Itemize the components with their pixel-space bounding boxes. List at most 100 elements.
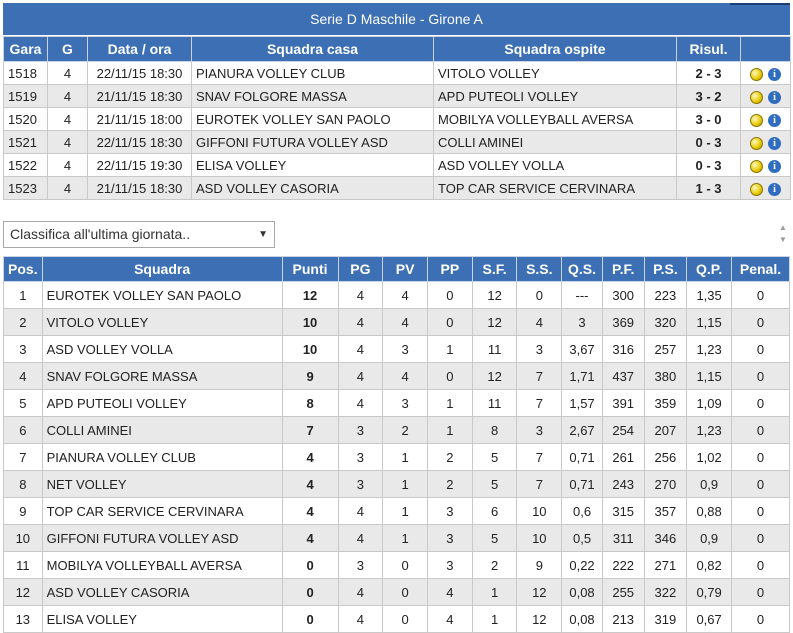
standings-points-for: 369 xyxy=(601,308,645,336)
standings-point-ratio: 1,09 xyxy=(686,389,732,417)
col-ss: S.S. xyxy=(516,256,563,282)
standings-points-against: 359 xyxy=(643,389,688,417)
standings-points-against: 357 xyxy=(643,497,688,525)
info-icon[interactable]: i xyxy=(768,90,781,104)
standings-header-row: Pos. Squadra Punti PG PV PP S.F. S.S. Q.S. P.F. P.… xyxy=(3,256,791,282)
standings-point-ratio: 0,9 xyxy=(686,524,732,552)
scroll-arrows[interactable]: ▲ ▼ xyxy=(775,222,791,248)
standings-view-select[interactable]: Classifica all'ultima giornata.. ▼ xyxy=(3,221,275,248)
standings-points-against: 207 xyxy=(643,416,688,444)
standings-set-ratio: 0,71 xyxy=(561,443,603,471)
standings-played: 4 xyxy=(337,308,384,336)
volleyball-icon[interactable] xyxy=(750,113,763,127)
standings-point-ratio: 0,79 xyxy=(686,578,732,606)
match-home-team: ELISA VOLLEY xyxy=(191,153,434,177)
standings-played: 3 xyxy=(337,470,384,498)
standings-pos: 1 xyxy=(3,281,43,309)
standings-sets-won: 5 xyxy=(471,470,518,498)
standings-point-ratio: 1,15 xyxy=(686,308,732,336)
scroll-up-icon[interactable]: ▲ xyxy=(779,223,787,232)
match-result: 3 - 0 xyxy=(676,107,741,131)
col-ps: P.S. xyxy=(643,256,688,282)
standings-sets-won: 2 xyxy=(471,551,518,579)
match-gara: 1520 xyxy=(3,107,48,131)
standings-points-against: 380 xyxy=(643,362,688,390)
standings-sets-lost: 12 xyxy=(516,605,563,633)
standings-penalty: 0 xyxy=(730,470,791,498)
info-icon[interactable]: i xyxy=(768,182,781,196)
standings-penalty: 0 xyxy=(730,362,791,390)
info-icon[interactable]: i xyxy=(768,159,781,173)
standings-team-name: SNAV FOLGORE MASSA xyxy=(41,362,283,390)
match-row: 1518 4 22/11/15 18:30 PIANURA VOLLEY CLUB VI… xyxy=(3,61,791,85)
standings-team-name: COLLI AMINEI xyxy=(41,416,283,444)
volleyball-icon[interactable] xyxy=(750,182,763,196)
standings-pos: 6 xyxy=(3,416,43,444)
standings-pos: 11 xyxy=(3,551,43,579)
standings-won: 1 xyxy=(382,524,428,552)
standings-point-ratio: 1,15 xyxy=(686,362,732,390)
standings-points-against: 257 xyxy=(643,335,688,363)
standings-penalty: 0 xyxy=(730,551,791,579)
standings-sets-lost: 0 xyxy=(516,281,563,309)
standings-points-against: 271 xyxy=(643,551,688,579)
info-icon[interactable]: i xyxy=(768,67,781,81)
standings-pos: 8 xyxy=(3,470,43,498)
col-pv: PV xyxy=(382,256,428,282)
standings-points-against: 320 xyxy=(643,308,688,336)
standings-played: 4 xyxy=(337,362,384,390)
standings-lost: 3 xyxy=(426,524,473,552)
standings-pos: 12 xyxy=(3,578,43,606)
match-actions: i xyxy=(740,84,791,108)
match-result: 1 - 3 xyxy=(676,176,741,200)
standings-won: 3 xyxy=(382,335,428,363)
col-squadra: Squadra xyxy=(41,256,283,282)
standings-set-ratio: 0,08 xyxy=(561,578,603,606)
standings-set-ratio: 0,71 xyxy=(561,470,603,498)
standings-team-name: APD PUTEOLI VOLLEY xyxy=(41,389,283,417)
standings-points: 8 xyxy=(281,389,339,417)
match-date: 22/11/15 18:30 xyxy=(87,130,192,154)
standings-won: 3 xyxy=(382,389,428,417)
col-gara: Gara xyxy=(3,36,48,62)
standings-sets-lost: 12 xyxy=(516,578,563,606)
league-title: Serie D Maschile - Girone A xyxy=(310,11,483,27)
match-date: 22/11/15 19:30 xyxy=(87,153,192,177)
standings-sets-lost: 7 xyxy=(516,470,563,498)
volleyball-icon[interactable] xyxy=(750,159,763,173)
matches-table: Gara G Data / ora Squadra casa Squadra o… xyxy=(3,36,791,200)
standings-row: 5 APD PUTEOLI VOLLEY 8 4 3 1 11 7 1,57 391 359 1,09… xyxy=(3,389,791,417)
standings-set-ratio: 3 xyxy=(561,308,603,336)
standings-sets-won: 12 xyxy=(471,308,518,336)
standings-set-ratio: 0,6 xyxy=(561,497,603,525)
standings-point-ratio: 0,88 xyxy=(686,497,732,525)
standings-points-against: 322 xyxy=(643,578,688,606)
volleyball-icon[interactable] xyxy=(750,67,763,81)
match-date: 21/11/15 18:00 xyxy=(87,107,192,131)
match-row: 1519 4 21/11/15 18:30 SNAV FOLGORE MASSA APD… xyxy=(3,84,791,108)
match-actions: i xyxy=(740,107,791,131)
standings-penalty: 0 xyxy=(730,416,791,444)
standings-points-for: 261 xyxy=(601,443,645,471)
col-penal: Penal. xyxy=(730,256,791,282)
match-date: 22/11/15 18:30 xyxy=(87,61,192,85)
col-pg: PG xyxy=(337,256,384,282)
standings-sets-won: 1 xyxy=(471,605,518,633)
standings-won: 1 xyxy=(382,497,428,525)
standings-lost: 2 xyxy=(426,470,473,498)
standings-points: 12 xyxy=(281,281,339,309)
standings-points-for: 315 xyxy=(601,497,645,525)
match-actions: i xyxy=(740,61,791,85)
standings-penalty: 0 xyxy=(730,605,791,633)
standings-pos: 4 xyxy=(3,362,43,390)
scroll-down-icon[interactable]: ▼ xyxy=(779,235,787,244)
info-icon[interactable]: i xyxy=(768,113,781,127)
select-value: Classifica all'ultima giornata.. xyxy=(10,226,191,242)
volleyball-icon[interactable] xyxy=(750,90,763,104)
volleyball-icon[interactable] xyxy=(750,136,763,150)
standings-penalty: 0 xyxy=(730,524,791,552)
info-icon[interactable]: i xyxy=(768,136,781,150)
standings-sets-won: 12 xyxy=(471,281,518,309)
match-giornata: 4 xyxy=(47,107,88,131)
standings-pos: 3 xyxy=(3,335,43,363)
